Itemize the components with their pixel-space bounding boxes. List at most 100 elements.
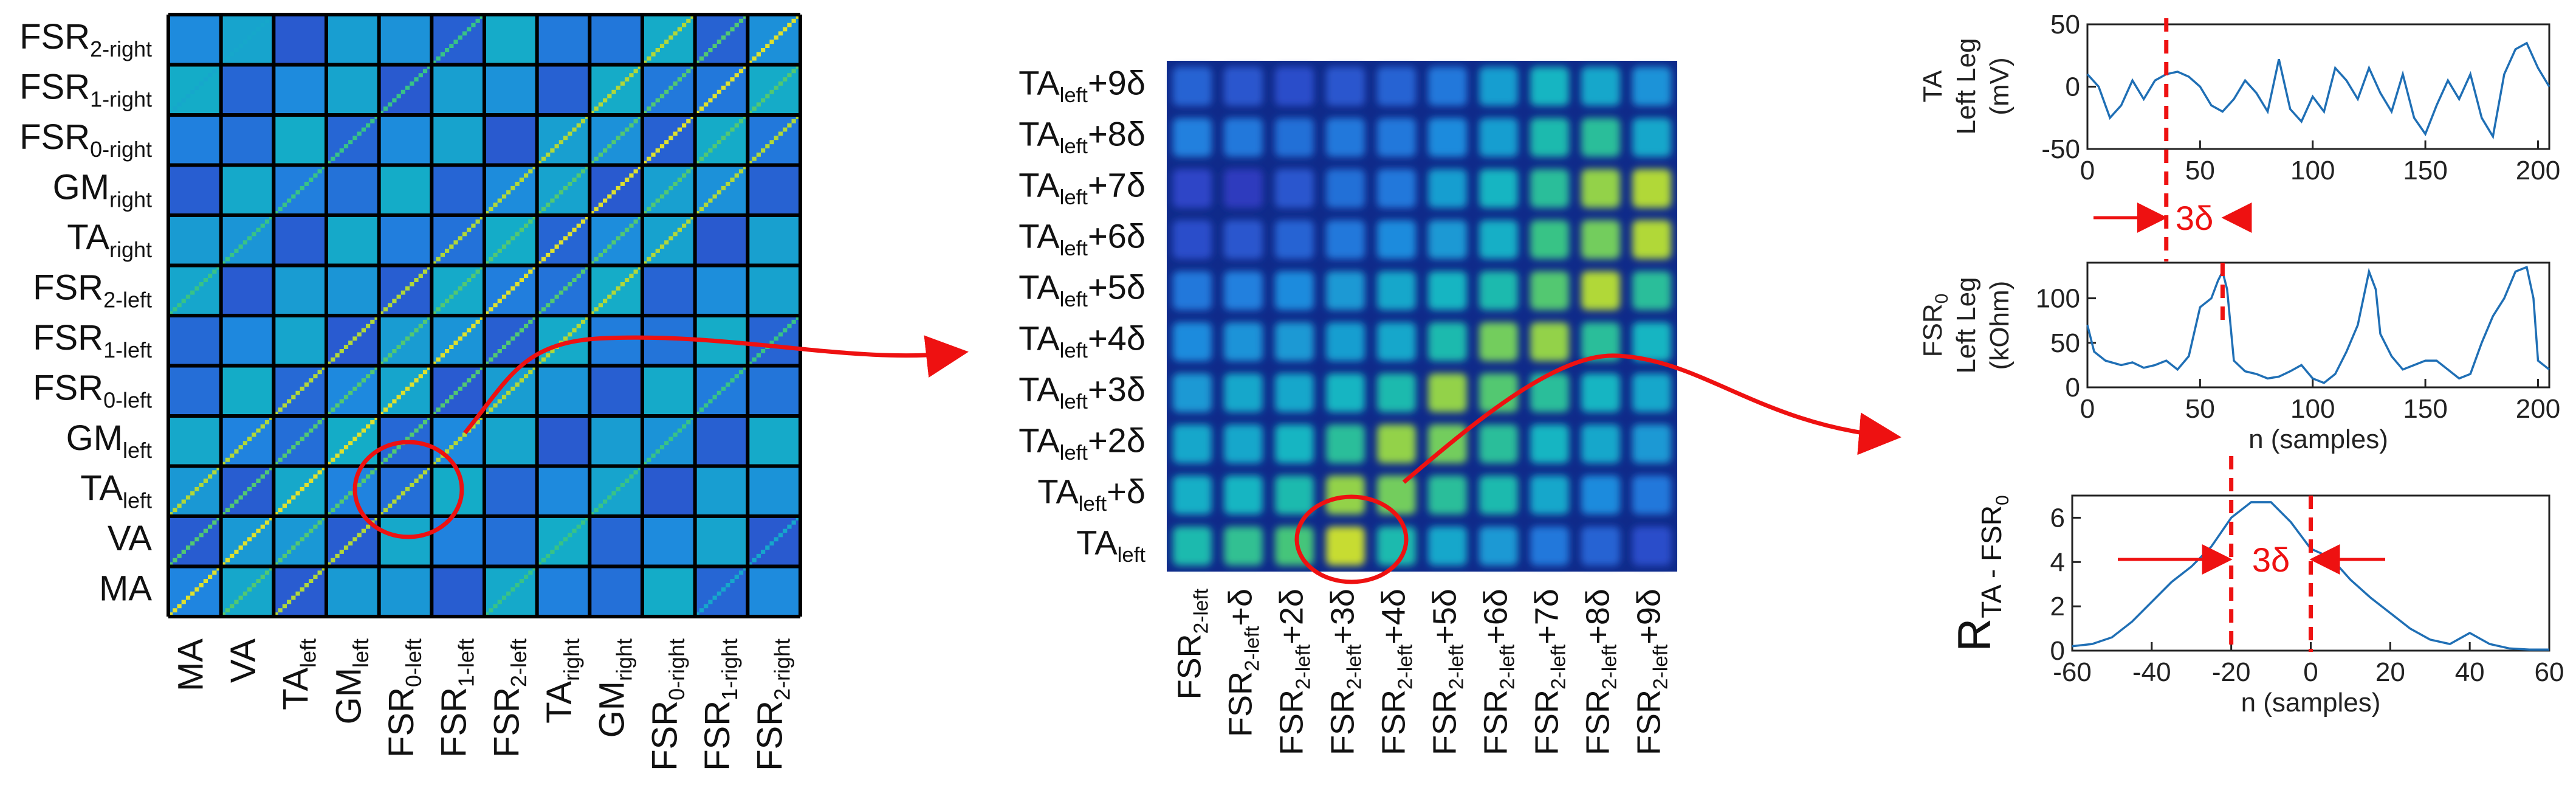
panel-a-stripe-cell: [501, 345, 507, 349]
panel-b: TAleft+9δ TAleft+8δ TAleft+7δ TAleft+6δ TAle…: [1018, 61, 1901, 755]
panel-a-stripe-cell: [300, 386, 304, 391]
panel-a-stripe-cell: [554, 294, 559, 299]
panel-a-stripe-cell: [352, 136, 357, 140]
panel-a-stripe-cell: [625, 178, 630, 182]
panel-a-block-fill: [168, 165, 221, 215]
panel-a-stripe-cell: [462, 232, 467, 237]
panel-a-stripe-cell: [199, 533, 204, 538]
panel-a-stripe-cell: [379, 311, 383, 316]
panel-a-stripe-cell: [769, 541, 774, 546]
panel-a-stripe-cell: [752, 156, 757, 161]
panel-a-stripe-cell: [664, 441, 669, 446]
panel-a-row-label: FSR1-left: [33, 318, 152, 362]
panel-a-stripe-cell: [422, 269, 428, 274]
panel-a-stripe-cell: [501, 244, 507, 249]
panel-a-stripe-cell: [506, 591, 511, 596]
panel-a-block: [695, 265, 748, 316]
panel-a-stripe-cell: [519, 579, 524, 583]
panel-a-stripe-cell: [493, 604, 498, 609]
panel-a-stripe-cell: [177, 604, 182, 609]
panel-a-stripe-cell: [594, 207, 599, 212]
panel-a-stripe-cell: [357, 131, 362, 136]
panel-b-heatmap: [1167, 61, 1677, 572]
panel-a-stripe-cell: [225, 508, 230, 513]
panel-b-cell: [1479, 476, 1518, 514]
panel-a-stripe-cell: [743, 64, 748, 69]
panel-a-stripe-cell: [795, 15, 800, 19]
panel-a-block: [537, 15, 590, 65]
panel-a-block: [168, 64, 221, 115]
panel-a-stripe-cell: [633, 119, 638, 123]
panel-b-cell: [1224, 527, 1263, 566]
panel-a-stripe-cell: [576, 323, 581, 328]
panel-a-block-fill: [168, 115, 221, 165]
panel-a-col-labels: MA VA TAleftGMleftFSR0-leftFSR1-leftFSR2-l…: [171, 638, 794, 771]
panel-a-stripe-cell: [580, 119, 586, 123]
panel-a-block: [537, 516, 590, 567]
panel-a-stripe-cell: [225, 558, 230, 562]
panel-a-stripe-cell: [695, 612, 699, 617]
panel-a-stripe-cell: [704, 52, 709, 57]
panel-a-stripe-cell: [282, 604, 287, 609]
panel-a-stripe-cell: [405, 336, 410, 341]
x-tick-label: 150: [2403, 156, 2447, 185]
panel-a-block: [273, 115, 326, 165]
panel-a-stripe-cell: [594, 106, 599, 111]
panel-a-stripe-cell: [603, 249, 608, 253]
panel-a-block-fill: [484, 64, 537, 115]
panel-a-stripe-cell: [379, 412, 383, 416]
x-tick-label: -60: [2053, 657, 2092, 687]
panel-a-stripe-cell: [607, 495, 612, 500]
panel-a-stripe-cell: [510, 185, 515, 190]
panel-a-stripe-cell: [418, 274, 423, 278]
panel-a-stripe-cell: [422, 69, 428, 74]
panel-a-block-fill: [747, 365, 800, 416]
panel-a-stripe-cell: [221, 612, 225, 617]
panel-a-stripe-cell: [317, 420, 322, 424]
panel-a-stripe-cell: [629, 173, 634, 178]
shift-label-bottom: 3δ: [2252, 541, 2290, 579]
panel-a-stripe-cell: [625, 479, 630, 483]
panel-a-stripe-cell: [467, 227, 472, 232]
panel-a-stripe-cell: [677, 127, 682, 132]
panel-a-stripe-cell: [651, 52, 656, 57]
panel-a-stripe-cell: [576, 274, 581, 278]
panel-b-cell: [1479, 373, 1518, 412]
panel-a-stripe-cell: [440, 252, 445, 257]
panel-a-stripe-cell: [221, 562, 225, 567]
panel-a-block-fill: [589, 316, 642, 366]
panel-a-block-fill: [379, 566, 432, 617]
panel-a-stripe-cell: [190, 541, 195, 546]
panel-a-block-fill: [221, 365, 274, 416]
panel-a-stripe-cell: [173, 608, 177, 613]
x-tick-label: -20: [2212, 657, 2251, 687]
panel-a-col-label: FSR0-left: [382, 638, 426, 758]
panel-a-stripe-cell: [462, 432, 467, 437]
panel-a-stripe-cell: [440, 303, 445, 308]
panel-a-stripe-cell: [668, 437, 673, 441]
panel-a-stripe-cell: [234, 48, 239, 52]
panel-a-stripe-cell: [686, 119, 691, 123]
panel-a-stripe-cell: [747, 60, 752, 65]
panel-a-stripe-cell: [620, 232, 625, 237]
panel-a-block: [431, 316, 484, 366]
panel-a-stripe-cell: [572, 227, 577, 232]
panel-a-block-fill: [431, 516, 484, 567]
panel-a-stripe-cell: [611, 140, 616, 145]
panel-b-cell: [1428, 169, 1467, 208]
panel-b-row-label: TAleft+9δ: [1018, 63, 1145, 106]
panel-a-block: [379, 165, 432, 215]
panel-a-stripe-cell: [668, 85, 673, 90]
panel-a-stripe-cell: [343, 395, 349, 400]
panel-b-cell: [1173, 220, 1212, 259]
panel-a-stripe-cell: [787, 22, 792, 27]
panel-a-stripe-cell: [704, 403, 709, 408]
panel-a-zoom-arrow: [463, 335, 969, 435]
panel-a-stripe-cell: [256, 227, 261, 232]
panel-a-stripe-cell: [396, 94, 401, 99]
panel-a-stripe-cell: [273, 412, 278, 416]
panel-a-stripe-cell: [252, 31, 256, 36]
panel-a-stripe-cell: [264, 18, 270, 23]
panel-a-block: [484, 365, 537, 416]
panel-b-cell: [1632, 424, 1671, 463]
